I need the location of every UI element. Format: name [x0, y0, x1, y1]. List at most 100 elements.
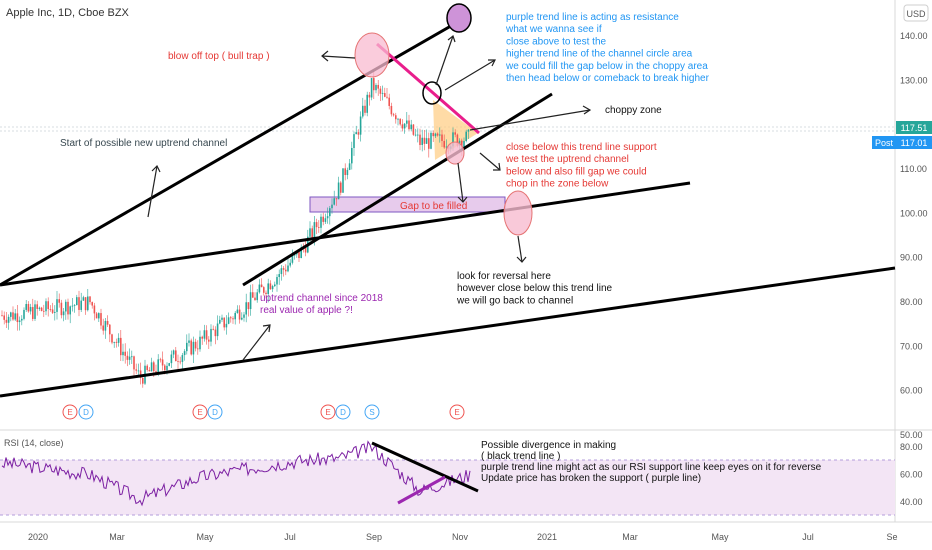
- time-tick-label: Mar: [109, 532, 125, 542]
- rsi-label: RSI (14, close): [4, 438, 64, 448]
- candle-body: [278, 274, 280, 278]
- candle-body: [38, 307, 41, 309]
- candle-body: [309, 228, 311, 237]
- candle-body: [73, 305, 76, 306]
- candle-body: [164, 365, 166, 371]
- candle-body: [197, 348, 199, 350]
- candle-body: [375, 84, 377, 91]
- candle-body: [159, 359, 162, 361]
- event-marker[interactable]: [364, 404, 380, 420]
- event-marker[interactable]: [335, 404, 351, 420]
- candle-body: [465, 131, 467, 142]
- candle-body: [232, 318, 234, 320]
- rsi-band: [0, 460, 895, 515]
- candle-body: [410, 124, 412, 130]
- event-marker-label: E: [67, 408, 72, 417]
- candle-body: [344, 168, 346, 176]
- candle-body: [194, 341, 197, 349]
- candle-body: [76, 297, 78, 306]
- candle-body: [69, 306, 71, 315]
- candle-body: [203, 330, 206, 339]
- candle-body: [16, 313, 19, 323]
- candle-body: [395, 115, 397, 120]
- candle-body: [95, 313, 98, 319]
- candle-body: [175, 350, 177, 362]
- candle-body: [139, 370, 142, 379]
- candles: [1, 70, 470, 388]
- event-marker[interactable]: [449, 404, 465, 420]
- candle-body: [133, 356, 135, 370]
- candle-body: [122, 351, 124, 356]
- candle-body: [62, 311, 65, 316]
- candle-body: [245, 302, 247, 315]
- event-marker[interactable]: [207, 404, 223, 420]
- candle-body: [329, 208, 331, 217]
- candle-body: [166, 365, 168, 371]
- candle-body: [102, 325, 104, 331]
- time-axis[interactable]: 2020 Mar May Jul Sep Nov 2021 Mar May Jul Se: [28, 532, 898, 542]
- note-line: however close below this trend line: [457, 283, 613, 294]
- price-tick-label: 140.00: [900, 31, 928, 41]
- test-circle: [422, 81, 442, 105]
- currency-button[interactable]: USD: [906, 9, 926, 19]
- price-tick-label: 70.00: [900, 341, 923, 351]
- event-marker[interactable]: [192, 404, 208, 420]
- event-marker[interactable]: [78, 404, 94, 420]
- candle-body: [315, 222, 318, 228]
- event-marker-label: E: [454, 408, 459, 417]
- candle-body: [43, 310, 45, 312]
- currency-button-frame[interactable]: [903, 4, 929, 22]
- candle-body: [399, 118, 401, 125]
- candle-body: [21, 318, 23, 321]
- price-tick-label: 80.00: [900, 297, 923, 307]
- price-tick-label: 50.00: [900, 430, 923, 440]
- candle-body: [249, 292, 252, 310]
- candle-body: [49, 309, 52, 310]
- support-circle: [445, 141, 465, 165]
- candle-body: [221, 317, 223, 320]
- blow-off-note: blow off top ( bull trap ): [168, 51, 270, 62]
- note-line: Update price has broken the support ( pu…: [481, 473, 701, 484]
- candle-body: [161, 359, 164, 366]
- candle-body: [199, 336, 201, 350]
- price-axis[interactable]: 140.00130.00120.00110.00100.0090.0080.00…: [900, 31, 928, 440]
- candle-body: [456, 134, 459, 146]
- note-line: we could fill the gap below in the chopp…: [505, 61, 708, 72]
- rsi-tick-label: 80.00: [900, 442, 923, 452]
- candle-body: [311, 228, 313, 238]
- upper-channel-line: [0, 13, 471, 287]
- long-term-trend-line: [0, 266, 896, 398]
- time-tick-label: 2021: [537, 532, 557, 542]
- candle-body: [293, 254, 296, 256]
- candle-body: [357, 132, 360, 135]
- note-line: higher trend line of the channel circle …: [506, 49, 693, 60]
- candle-body: [212, 328, 214, 330]
- event-marker[interactable]: [320, 404, 336, 420]
- purple-resistance-line: [376, 42, 480, 135]
- candle-body: [135, 369, 137, 371]
- candle-body: [322, 216, 324, 222]
- candle-body: [10, 312, 12, 317]
- candle-body: [298, 251, 300, 259]
- candle-body: [412, 124, 415, 135]
- candle-body: [89, 296, 91, 303]
- candle-body: [106, 320, 109, 325]
- candle-body: [258, 284, 261, 293]
- rsi-axis[interactable]: 80.00 60.00 40.00: [900, 442, 923, 507]
- candle-body: [91, 302, 93, 306]
- candle-body: [256, 292, 258, 301]
- candle-body: [214, 329, 217, 337]
- candle-body: [392, 114, 395, 116]
- start-channel-note: Start of possible new uptrend channel: [60, 138, 227, 149]
- note-line: what we wanna see if: [505, 24, 602, 35]
- time-tick-label: May: [196, 532, 214, 542]
- candle-body: [414, 134, 417, 136]
- rsi-line: [1, 440, 471, 507]
- candle-body: [78, 297, 80, 310]
- event-marker[interactable]: [62, 404, 78, 420]
- candle-body: [100, 313, 102, 326]
- annotation-arrows: [147, 34, 592, 361]
